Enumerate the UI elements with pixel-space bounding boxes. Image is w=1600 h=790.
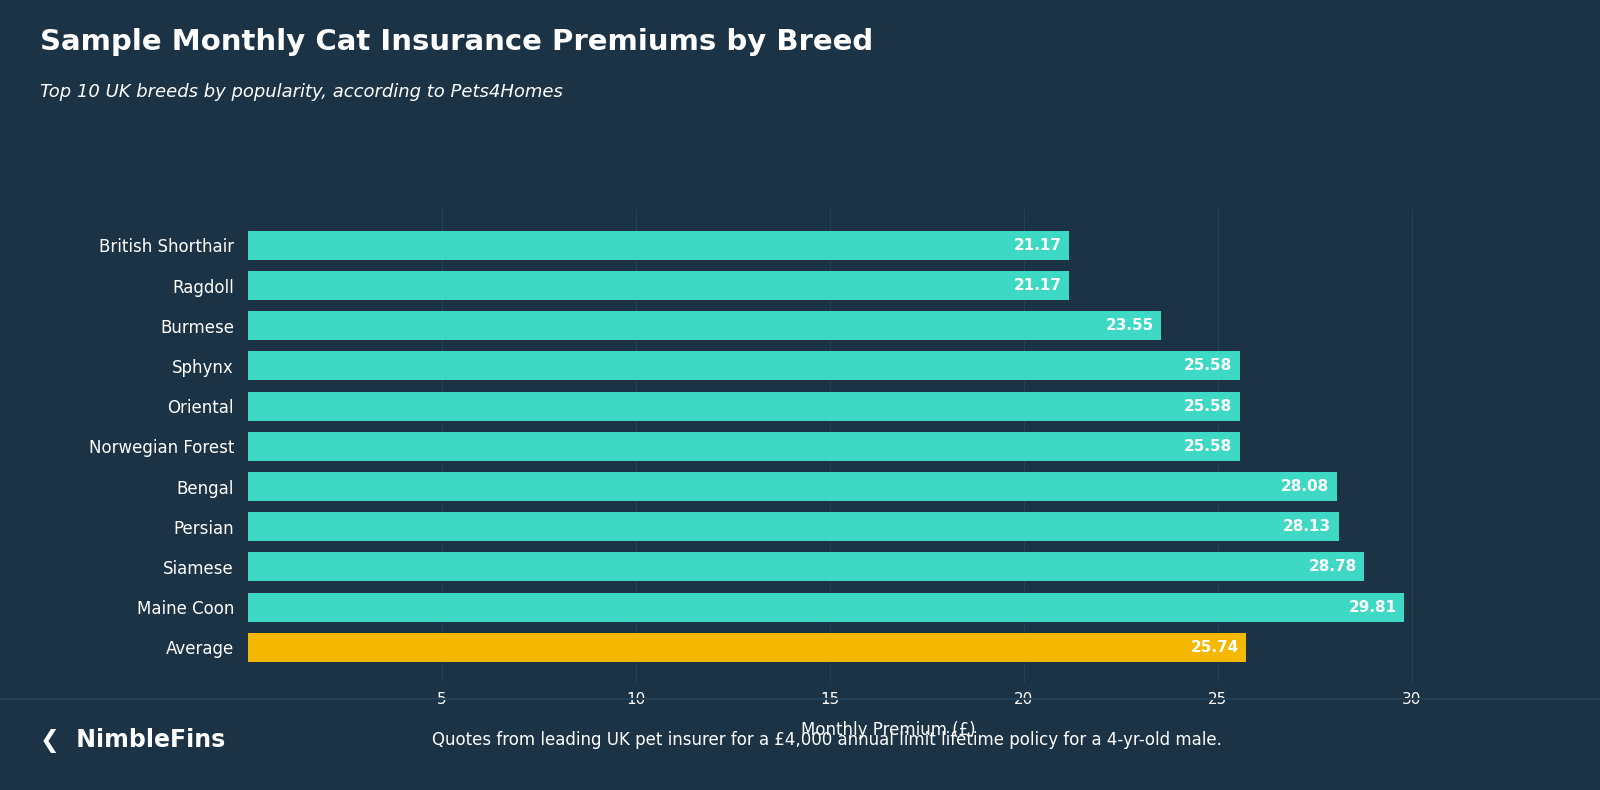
Text: Sample Monthly Cat Insurance Premiums by Breed: Sample Monthly Cat Insurance Premiums by… (40, 28, 874, 55)
Text: 28.13: 28.13 (1283, 519, 1331, 534)
Bar (248, 392, 1240, 420)
Text: ❮  NimbleFins: ❮ NimbleFins (40, 728, 226, 753)
Bar (248, 271, 1069, 300)
Text: 25.74: 25.74 (1190, 640, 1238, 655)
Text: 23.55: 23.55 (1106, 318, 1154, 333)
Text: 28.78: 28.78 (1309, 559, 1357, 574)
Bar (248, 512, 1339, 541)
Bar (248, 472, 1338, 501)
Text: 25.58: 25.58 (1184, 439, 1232, 453)
Text: Top 10 UK breeds by popularity, according to Pets4Homes: Top 10 UK breeds by popularity, accordin… (40, 83, 563, 101)
Text: 25.58: 25.58 (1184, 399, 1232, 414)
Bar (248, 432, 1240, 461)
Text: Quotes from leading UK pet insurer for a £4,000 annual limit lifetime policy for: Quotes from leading UK pet insurer for a… (432, 732, 1222, 749)
Bar (248, 352, 1240, 381)
Bar (248, 633, 1246, 662)
Text: 29.81: 29.81 (1349, 600, 1397, 615)
Text: 25.58: 25.58 (1184, 359, 1232, 374)
X-axis label: Monthly Premium (£): Monthly Premium (£) (800, 720, 976, 739)
Text: 21.17: 21.17 (1013, 278, 1061, 293)
Bar (248, 231, 1069, 260)
Bar (248, 552, 1365, 581)
Text: 21.17: 21.17 (1013, 238, 1061, 253)
Text: 28.08: 28.08 (1282, 479, 1330, 494)
Bar (248, 311, 1162, 340)
Bar (248, 592, 1405, 622)
